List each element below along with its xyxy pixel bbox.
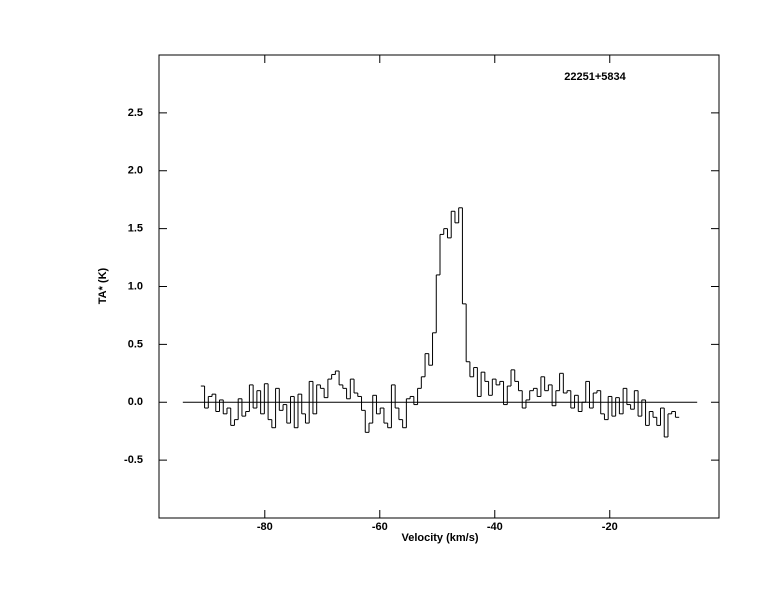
x-axis-label: Velocity (km/s)	[401, 532, 478, 544]
plot-frame	[158, 54, 720, 519]
y-tick-label: 0.0	[128, 396, 143, 408]
y-axis-label: TA* (K)	[97, 267, 109, 304]
y-tick-label: 1.5	[128, 223, 143, 235]
y-tick-label: 1.0	[128, 280, 143, 292]
x-tick-label: -80	[257, 521, 273, 533]
x-tick-label: -60	[372, 521, 388, 533]
y-tick-label: 2.5	[128, 107, 143, 119]
y-tick-label: -0.5	[124, 454, 143, 466]
y-tick-label: 0.5	[128, 338, 143, 350]
step-connector	[204, 207, 676, 437]
y-tick-label: 2.0	[128, 165, 143, 177]
x-tick-label: -40	[487, 521, 503, 533]
chart-title: 22251+5834	[564, 71, 626, 83]
x-tick-label: -20	[602, 521, 618, 533]
